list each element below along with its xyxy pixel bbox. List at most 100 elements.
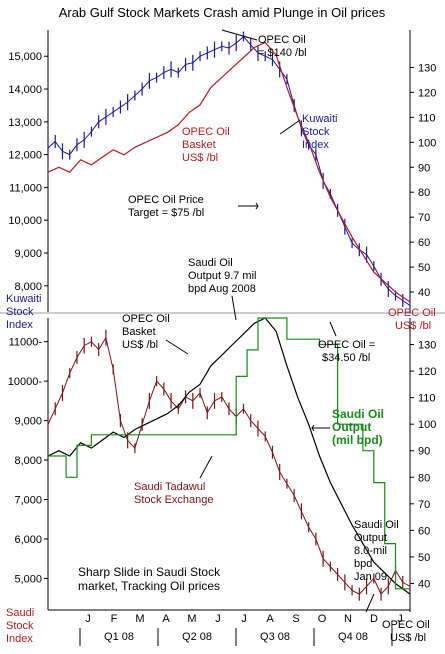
bottom-left-ticks: 11000- 10000- 9,000 8,000 7,000 6,000 5,000 <box>8 337 48 585</box>
top-right-tick-label: 130 <box>418 62 436 74</box>
bottom-left-tick-label: 6,000 <box>14 534 42 546</box>
top-left-tick-label: 13,000 <box>8 117 42 129</box>
ann-saudi-80-5: Jan 09 <box>354 571 387 583</box>
ann-saudi-output-3: (mil bpd) <box>332 433 383 447</box>
ann-opec-basket-top-3: US$ /bl <box>182 152 218 164</box>
ann-saudi-97-1: Saudi Oil <box>188 257 233 269</box>
ann-saudi-output-1: Saudi Oil <box>332 407 384 421</box>
x-month-label: A <box>266 613 274 625</box>
top-left-axis-label-1: Kuwaiti <box>6 293 41 305</box>
top-left-tick-label: 9,000 <box>14 248 42 260</box>
ann-saudi-80-4: bpd <box>354 558 372 570</box>
bottom-right-tick-label: 90 <box>418 446 430 458</box>
top-right-tick-label: 80 <box>418 187 430 199</box>
bottom-left-tick-label: 11000- <box>9 337 43 349</box>
ann-opec-target-1: OPEC Oil Price <box>128 194 204 206</box>
bottom-left-axis-label-3: Index <box>6 633 33 645</box>
top-left-tick-label: 12,000 <box>8 150 42 162</box>
x-month-label: J <box>215 613 221 625</box>
ann-opec-basket-top-2: Basket <box>182 139 216 151</box>
ann-opec-basket-top-1: OPEC Oil <box>182 126 230 138</box>
top-left-axis-label-2: Stock <box>6 306 34 318</box>
ann-opec-target-arrow <box>238 202 259 210</box>
bottom-right-tick-label: 70 <box>418 499 430 511</box>
bottom-right-tick-label: 50 <box>418 552 430 564</box>
bottom-series-2-line <box>48 317 410 590</box>
ann-sharp-slide-1: Sharp Slide in Saudi Stock <box>78 565 221 579</box>
ann-opec-140-pointer <box>221 29 258 41</box>
bottom-right-tick-label: 60 <box>418 525 430 537</box>
ann-opec-140-1: OPEC Oil <box>258 34 306 46</box>
top-right-tick-label: 120 <box>418 87 436 99</box>
x-month-label: F <box>111 613 118 625</box>
bottom-right-axis-label-2: US$ /bl <box>390 632 426 644</box>
ann-opec-basket-bot-1: OPEC Oil <box>122 313 170 325</box>
x-month-label: D <box>370 613 378 625</box>
ann-saudi-output-arrow <box>311 424 330 432</box>
x-month-label: J <box>85 613 91 625</box>
top-right-axis-label-1: OPEC Oil <box>388 307 436 319</box>
bottom-left-tick-label: 10000- <box>8 376 43 388</box>
bottom-right-tick-label: 110 <box>418 393 436 405</box>
ann-opec-target-2: Target = $75 /bl <box>128 207 204 219</box>
top-series-group <box>47 31 411 314</box>
bottom-left-tick-label: 8,000 <box>14 455 42 467</box>
top-left-tick-label: 15,000 <box>8 51 42 63</box>
bottom-right-tick-label: 130 <box>418 340 436 352</box>
ann-kuwaiti-2: Stock <box>302 126 330 138</box>
ann-saudi-output-2: Output <box>332 420 371 434</box>
ann-sharp-slide-2: market, Tracking Oil prices <box>78 579 220 593</box>
bottom-left-tick-label: 5,000 <box>14 573 42 585</box>
top-right-tick-label: 40 <box>418 287 430 299</box>
ann-saudi-80-pointer <box>365 593 375 613</box>
x-month-label: A <box>162 613 170 625</box>
top-left-tick-label: 10,000 <box>8 215 42 227</box>
ann-saudi-97-pointer <box>231 295 237 321</box>
top-right-ticks: 130 120 110 100 90 80 70 60 50 40 <box>410 62 436 299</box>
top-left-tick-label: 11,000 <box>9 182 42 194</box>
top-left-tick-label: 14,000 <box>8 84 42 96</box>
ann-opec-140-2: = $140 /bl <box>258 47 307 59</box>
ann-kuwaiti-pointer <box>279 119 301 135</box>
top-right-tick-label: 90 <box>418 162 430 174</box>
x-month-label: S <box>292 613 299 625</box>
top-right-tick-label: 60 <box>418 237 430 249</box>
x-quarter-label: Q1 08 <box>104 631 134 643</box>
bottom-right-tick-label: 120 <box>418 366 436 378</box>
ann-tadawul-1: Saudi Tadawul <box>134 481 205 493</box>
bottom-right-tick-label: 80 <box>418 472 430 484</box>
top-right-tick-label: 110 <box>418 112 436 124</box>
ann-saudi-80-3: 8.0-mil <box>354 545 387 557</box>
ann-opec-basket-bot-3: US$ /bl <box>122 339 158 351</box>
top-right-axis-label-2: US$ /bl <box>395 320 431 332</box>
ann-opec-3450-1: OPEC Oil = <box>318 339 375 351</box>
x-month-label: J <box>397 613 403 625</box>
bottom-left-tick-label: 9,000 <box>14 416 42 428</box>
bottom-right-tick-label: 100 <box>418 419 436 431</box>
ann-kuwaiti-3: Index <box>302 139 329 151</box>
x-month-label: M <box>135 613 144 625</box>
x-month-label: J <box>241 613 247 625</box>
top-right-tick-label: 50 <box>418 262 430 274</box>
ann-saudi-97-2: Output 9.7 mil <box>188 270 256 282</box>
bottom-left-axis-label-1: Saudi <box>6 607 34 619</box>
chart-title: Arab Gulf Stock Markets Crash amid Plung… <box>59 5 386 20</box>
top-left-axis-label-3: Index <box>6 319 33 331</box>
top-right-tick-label: 100 <box>418 137 436 149</box>
bottom-left-axis-label-2: Stock <box>6 620 34 632</box>
ann-opec-3450-pointer <box>329 321 337 337</box>
ann-saudi-80-2: Output <box>354 532 387 544</box>
ann-opec-basket-bot-pointer <box>165 339 189 355</box>
x-quarter-label: Q4 08 <box>338 631 368 643</box>
bottom-right-tick-label: 40 <box>418 578 430 590</box>
top-right-tick-label: 70 <box>418 212 430 224</box>
ann-saudi-97-3: bpd Aug 2008 <box>188 283 256 295</box>
top-left-tick-label: 8,000 <box>14 281 42 293</box>
x-quarter-label: Q2 08 <box>182 631 212 643</box>
x-quarter-label: Q3 08 <box>260 631 290 643</box>
ann-opec-basket-bot-2: Basket <box>122 326 156 338</box>
bottom-series-group <box>47 317 411 601</box>
x-month-label: O <box>318 613 327 625</box>
ann-kuwaiti-1: Kuwaiti <box>302 113 337 125</box>
